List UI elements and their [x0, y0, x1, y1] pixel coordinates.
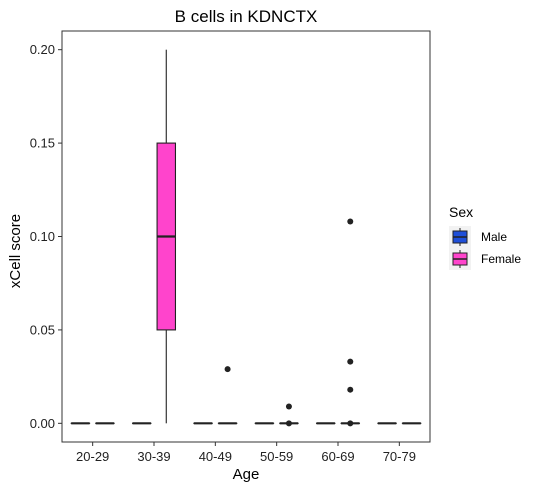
- y-tick-label: 0.10: [30, 229, 55, 244]
- y-tick-label: 0.00: [30, 416, 55, 431]
- outlier-point: [347, 358, 354, 365]
- x-tick-label: 20-29: [76, 449, 109, 464]
- outlier-point: [347, 420, 354, 427]
- x-tick-label: 50-59: [260, 449, 293, 464]
- legend-label-male: Male: [481, 230, 507, 244]
- x-tick-label: 60-69: [321, 449, 354, 464]
- legend-entries: Male Female: [449, 226, 521, 270]
- outlier-point: [285, 420, 292, 427]
- y-axis: 0.00 0.05 0.10 0.15 0.20: [30, 42, 62, 431]
- legend: Sex Male Female: [449, 204, 521, 270]
- y-axis-label: xCell score: [7, 214, 24, 288]
- y-tick-label: 0.05: [30, 322, 55, 337]
- y-tick-label: 0.20: [30, 42, 55, 57]
- outlier-point: [347, 218, 354, 225]
- x-axis-label: Age: [233, 466, 260, 483]
- outlier-point: [347, 386, 354, 393]
- legend-title: Sex: [449, 204, 473, 220]
- x-tick-label: 70-79: [383, 449, 416, 464]
- legend-label-female: Female: [481, 252, 521, 266]
- outlier-point: [224, 366, 231, 373]
- y-tick-label: 0.15: [30, 136, 55, 151]
- outlier-point: [285, 403, 292, 410]
- box-series: [70, 49, 422, 427]
- plot-panel: [61, 30, 431, 443]
- x-tick-label: 40-49: [199, 449, 232, 464]
- x-tick-label: 30-39: [137, 449, 170, 464]
- chart-title: B cells in KDNCTX: [175, 7, 318, 26]
- x-axis: 20-29 30-39 40-49 50-59 60-69 70-79: [76, 442, 416, 464]
